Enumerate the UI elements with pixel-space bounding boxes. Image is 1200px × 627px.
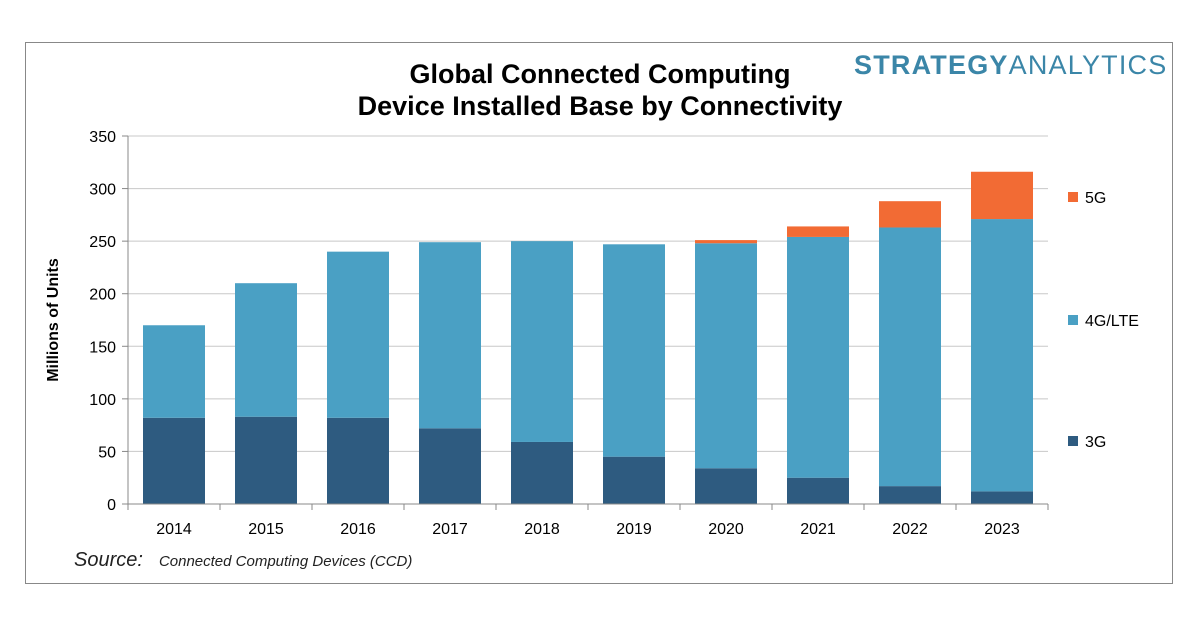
chart-title-line1: Global Connected Computing (409, 59, 791, 89)
axes: 0 50 100 150 200 250 300 350 2014 2015 2016 2017 201… (89, 129, 1049, 538)
bar-4g-lte-2017 (419, 242, 481, 429)
bar-4g-lte-2016 (327, 251, 389, 418)
bar-5g-2021 (787, 226, 849, 237)
y-tick-label: 200 (89, 287, 116, 304)
x-tick-label: 2021 (800, 521, 836, 538)
bar-3g-2019 (603, 456, 665, 504)
x-tick-label: 2017 (432, 521, 468, 538)
bar-4g-lte-2023 (971, 219, 1033, 492)
bar-4g-lte-2018 (511, 241, 573, 442)
y-axis-label: Millions of Units (45, 258, 62, 382)
bar-4g-lte-2022 (879, 227, 941, 487)
legend-label-5g: 5G (1085, 190, 1106, 207)
bar-5g-2020 (695, 240, 757, 244)
brand-logo-part1: STRATEGY (854, 50, 1009, 80)
chart-title: Global Connected Computing Device Instal… (310, 58, 890, 122)
bar-4g-lte-2020 (695, 243, 757, 469)
y-tick-label: 250 (89, 234, 116, 251)
y-tick-label: 100 (89, 392, 116, 409)
x-tick-label: 2014 (156, 521, 192, 538)
x-tick-label: 2016 (340, 521, 376, 538)
source-note: Source: Connected Computing Devices (CCD) (74, 549, 412, 572)
bar-4g-lte-2019 (603, 244, 665, 457)
legend-swatch-5g (1068, 192, 1078, 202)
y-tick-label: 150 (89, 339, 116, 356)
bar-4g-lte-2021 (787, 236, 849, 478)
x-tick-label: 2023 (984, 521, 1020, 538)
source-label: Source: (74, 549, 143, 571)
bar-3g-2018 (511, 441, 573, 504)
bar-3g-2023 (971, 491, 1033, 504)
x-tick-label: 2015 (248, 521, 284, 538)
bar-5g-2023 (971, 171, 1033, 220)
y-tick-label: 0 (107, 497, 116, 514)
x-tick-label: 2022 (892, 521, 928, 538)
legend-swatch-3g (1068, 436, 1078, 446)
source-value: Connected Computing Devices (CCD) (158, 553, 413, 570)
brand-logo: STRATEGYANALYTICS (854, 50, 1167, 81)
bar-3g-2020 (695, 468, 757, 504)
bar-4g-lte-2015 (235, 283, 297, 417)
bars (143, 171, 1033, 504)
chart-title-line2: Device Installed Base by Connectivity (357, 91, 843, 121)
bar-3g-2014 (143, 417, 205, 504)
legend: 5G 4G/LTE 3G (1068, 190, 1139, 451)
chart-frame (25, 42, 1173, 584)
bar-3g-2017 (419, 428, 481, 504)
brand-logo-part2: ANALYTICS (1008, 50, 1168, 80)
y-tick-label: 300 (89, 182, 116, 199)
bar-3g-2022 (879, 486, 941, 504)
y-tick-label: 50 (98, 444, 116, 461)
x-tick-label: 2020 (708, 521, 744, 538)
x-tick-label: 2019 (616, 521, 652, 538)
legend-label-3g: 3G (1085, 434, 1106, 451)
y-tick-label: 350 (89, 129, 116, 146)
bar-3g-2015 (235, 416, 297, 504)
bar-4g-lte-2014 (143, 325, 205, 418)
bar-3g-2016 (327, 417, 389, 504)
x-tick-label: 2018 (524, 521, 560, 538)
legend-swatch-4g-lte (1068, 315, 1078, 325)
bar-5g-2022 (879, 201, 941, 228)
legend-label-4g-lte: 4G/LTE (1085, 313, 1139, 330)
bar-3g-2021 (787, 477, 849, 504)
